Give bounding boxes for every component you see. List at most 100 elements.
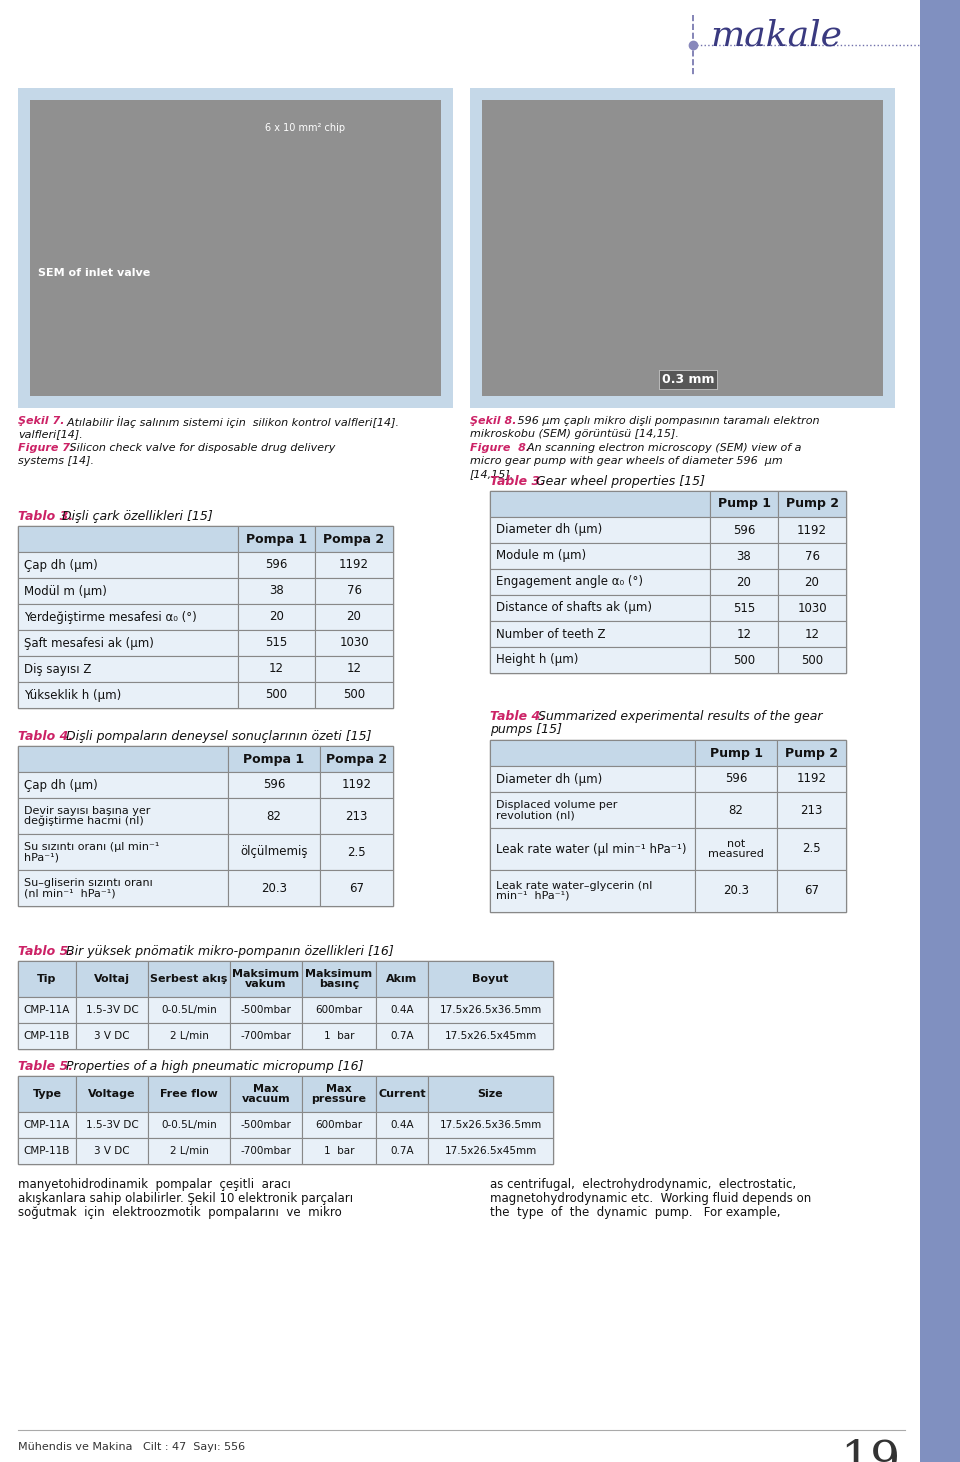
Text: 67: 67 — [804, 885, 819, 898]
Bar — [376, 997, 428, 1023]
Text: 596: 596 — [732, 523, 756, 537]
Text: not: not — [727, 839, 745, 849]
Bar — [76, 1113, 148, 1137]
Text: Pompa 1: Pompa 1 — [246, 532, 307, 545]
Bar — [302, 997, 376, 1023]
Text: Height h (μm): Height h (μm) — [496, 654, 578, 667]
Bar — [428, 961, 553, 997]
Text: CMP-11B: CMP-11B — [24, 1031, 70, 1041]
Text: 1192: 1192 — [797, 523, 827, 537]
Bar — [18, 526, 238, 553]
Text: Maksimum: Maksimum — [305, 969, 372, 980]
Text: Leak rate water–glycerin (nl: Leak rate water–glycerin (nl — [496, 882, 653, 890]
Text: -700mbar: -700mbar — [241, 1146, 292, 1156]
Bar — [238, 577, 315, 604]
Text: 20: 20 — [347, 611, 361, 623]
Text: Diameter dh (μm): Diameter dh (μm) — [496, 523, 602, 537]
Text: 0-0.5L/min: 0-0.5L/min — [161, 1120, 217, 1130]
Bar — [18, 681, 238, 708]
Bar — [148, 997, 230, 1023]
Text: Pump 1: Pump 1 — [717, 497, 771, 510]
Text: Figure  8.: Figure 8. — [470, 443, 530, 453]
Text: [14,15].: [14,15]. — [470, 469, 515, 480]
Text: 17.5x26.5x45mm: 17.5x26.5x45mm — [444, 1031, 537, 1041]
Text: Su sızıntı oranı (μl min⁻¹: Su sızıntı oranı (μl min⁻¹ — [24, 842, 159, 852]
Bar — [18, 746, 393, 906]
Text: 596: 596 — [725, 772, 747, 785]
Bar — [778, 542, 846, 569]
Text: Dişli çark özellikleri [15]: Dişli çark özellikleri [15] — [58, 510, 213, 523]
Bar — [76, 961, 148, 997]
Bar — [695, 766, 777, 792]
Text: CMP-11A: CMP-11A — [24, 1120, 70, 1130]
Text: 19: 19 — [840, 1439, 900, 1462]
Bar — [18, 656, 238, 681]
Text: Çap dh (μm): Çap dh (μm) — [24, 778, 98, 791]
Text: Pump 2: Pump 2 — [785, 747, 838, 759]
Text: Diameter dh (μm): Diameter dh (μm) — [496, 772, 602, 785]
Bar — [230, 1076, 302, 1113]
Text: 20: 20 — [269, 611, 284, 623]
Bar — [238, 553, 315, 577]
Bar — [18, 88, 453, 408]
Bar — [148, 1023, 230, 1050]
Text: mikroskobu (SEM) görüntüsü [14,15].: mikroskobu (SEM) görüntüsü [14,15]. — [470, 428, 679, 439]
Text: hPa⁻¹): hPa⁻¹) — [24, 852, 59, 863]
Text: 0.4A: 0.4A — [390, 1004, 414, 1015]
Text: Diş sayısı Z: Diş sayısı Z — [24, 662, 91, 675]
Text: Pump 2: Pump 2 — [785, 497, 838, 510]
Text: Mühendis ve Makina   Cilt : 47  Sayı: 556: Mühendis ve Makina Cilt : 47 Sayı: 556 — [18, 1442, 245, 1452]
Bar — [428, 1023, 553, 1050]
Text: 12: 12 — [736, 627, 752, 640]
Text: 20: 20 — [736, 576, 752, 589]
Text: 1030: 1030 — [797, 601, 827, 614]
Text: 20: 20 — [804, 576, 820, 589]
Text: Modül m (μm): Modül m (μm) — [24, 585, 107, 598]
Bar — [148, 1113, 230, 1137]
Bar — [376, 1023, 428, 1050]
Text: Table 3.: Table 3. — [490, 475, 545, 488]
Bar — [470, 88, 895, 408]
Bar — [428, 1137, 553, 1164]
Bar — [18, 798, 228, 833]
Bar — [228, 870, 320, 906]
Text: 596: 596 — [263, 778, 285, 791]
Text: Distance of shafts ak (μm): Distance of shafts ak (μm) — [496, 601, 652, 614]
Bar — [710, 648, 778, 673]
Text: Figure 7.: Figure 7. — [18, 443, 74, 453]
Text: Current: Current — [378, 1089, 426, 1099]
Text: Yükseklik h (μm): Yükseklik h (μm) — [24, 689, 121, 702]
Text: valfleri[14].: valfleri[14]. — [18, 428, 83, 439]
Bar — [18, 833, 228, 870]
Text: Size: Size — [478, 1089, 503, 1099]
Text: 17.5x26.5x45mm: 17.5x26.5x45mm — [444, 1146, 537, 1156]
Text: basınç: basınç — [319, 980, 359, 988]
Text: 3 V DC: 3 V DC — [94, 1031, 130, 1041]
Text: 12: 12 — [347, 662, 362, 675]
Bar — [428, 1113, 553, 1137]
Bar — [18, 526, 393, 708]
Bar — [230, 1137, 302, 1164]
Bar — [18, 1137, 76, 1164]
Text: 2.5: 2.5 — [803, 842, 821, 855]
Text: Devir sayısı başına yer: Devir sayısı başına yer — [24, 806, 151, 816]
Text: CMP-11B: CMP-11B — [24, 1146, 70, 1156]
Text: Tablo 3.: Tablo 3. — [18, 510, 73, 523]
Bar — [490, 595, 710, 621]
Text: (nl min⁻¹  hPa⁻¹): (nl min⁻¹ hPa⁻¹) — [24, 887, 115, 898]
Text: Tablo 4.: Tablo 4. — [18, 730, 73, 743]
Bar — [482, 99, 883, 396]
Text: Şaft mesafesi ak (μm): Şaft mesafesi ak (μm) — [24, 636, 154, 649]
Text: Yerdeğiştirme mesafesi α₀ (°): Yerdeğiştirme mesafesi α₀ (°) — [24, 611, 197, 623]
Bar — [920, 0, 960, 1462]
Bar — [778, 648, 846, 673]
Bar — [778, 595, 846, 621]
Bar — [778, 569, 846, 595]
Bar — [778, 621, 846, 648]
Bar — [30, 99, 441, 396]
Text: 38: 38 — [736, 550, 752, 563]
Bar — [490, 792, 695, 827]
Bar — [228, 772, 320, 798]
Bar — [315, 553, 393, 577]
Text: vakum: vakum — [245, 980, 287, 988]
